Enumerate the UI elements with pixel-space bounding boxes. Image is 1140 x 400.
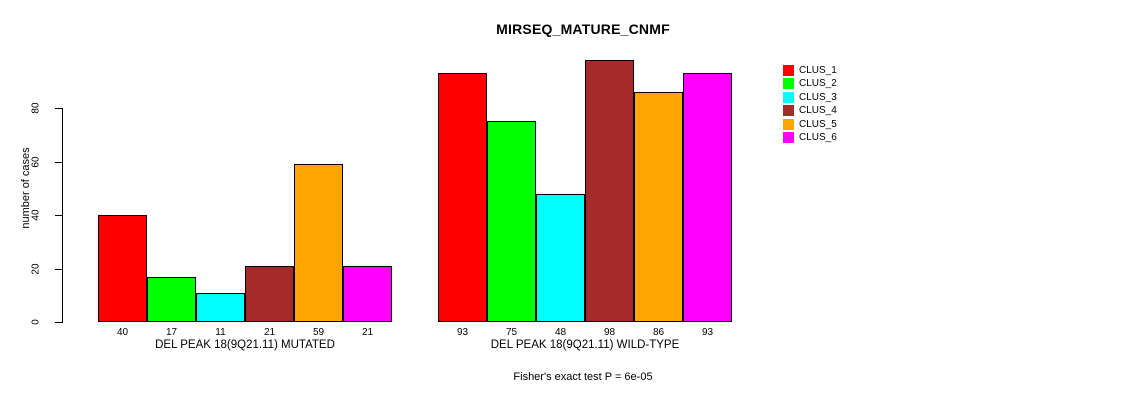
legend-swatch [783, 105, 794, 117]
bar-value-label: 86 [652, 327, 665, 338]
y-axis-tick-mark [55, 161, 62, 163]
legend-item-clus_2: CLUS_2 [783, 77, 837, 90]
bar-clus_3-group1 [196, 293, 245, 322]
bar-clus_5-group1 [294, 164, 343, 322]
legend-label: CLUS_2 [799, 78, 837, 90]
group-label-wild-type: DEL PEAK 18(9Q21.11) WILD-TYPE [490, 339, 680, 351]
y-axis-tick-mark [55, 108, 62, 109]
legend-swatch [783, 78, 794, 90]
group-label-mutated: DEL PEAK 18(9Q21.11) MUTATED [155, 339, 335, 351]
legend-item-clus_6: CLUS_6 [783, 131, 837, 144]
bar-value-label: 75 [505, 327, 518, 338]
y-axis-tick-mark [55, 215, 62, 216]
y-axis-tick-mark [55, 322, 62, 323]
bar-value-label: 21 [263, 327, 276, 338]
bar-value-label: 17 [165, 327, 178, 338]
legend-label: CLUS_5 [799, 118, 837, 130]
bar-clus_4-group2 [585, 60, 634, 322]
bar-clus_6-group1 [343, 266, 392, 322]
legend-swatch [783, 65, 794, 76]
footer-caption: Fisher's exact test P = 6e-05 [513, 371, 653, 383]
y-axis-tick-label: 80 [30, 102, 42, 114]
legend: CLUS_1 CLUS_2 CLUS_3 CLUS_4 CLUS_5 CLUS_6 [783, 64, 837, 144]
bar-clus_3-group2 [536, 194, 585, 322]
legend-label: CLUS_3 [799, 91, 837, 103]
y-axis-tick-mark [55, 268, 62, 270]
bar-value-label: 21 [361, 327, 374, 338]
bar-value-label: 98 [603, 327, 616, 338]
bar-clus_1-group2 [438, 73, 487, 322]
y-axis-line [62, 108, 63, 323]
legend-item-clus_3: CLUS_3 [783, 91, 837, 104]
legend-swatch [783, 91, 794, 103]
bar-value-label: 59 [312, 327, 325, 338]
bar-clus_1-group1 [98, 215, 147, 322]
bar-value-label: 48 [554, 327, 567, 338]
bar-value-label: 11 [215, 327, 226, 338]
legend-label: CLUS_1 [799, 65, 837, 76]
bar-clus_2-group2 [487, 121, 536, 322]
y-axis-tick-label: 0 [30, 319, 42, 325]
y-axis-tick-label: 60 [30, 155, 42, 168]
y-axis-tick-label: 20 [30, 262, 42, 275]
legend-item-clus_5: CLUS_5 [783, 118, 837, 131]
legend-item-clus_4: CLUS_4 [783, 104, 837, 117]
legend-item-clus_1: CLUS_1 [783, 64, 837, 77]
chart-title: MIRSEQ_MATURE_CNMF [496, 21, 670, 37]
legend-label: CLUS_6 [799, 131, 837, 143]
bar-value-label: 93 [456, 327, 469, 338]
bar-clus_5-group2 [634, 92, 683, 322]
bar-value-label: 40 [116, 327, 129, 338]
bar-value-label: 93 [701, 327, 714, 338]
bar-clus_2-group1 [147, 277, 196, 322]
legend-swatch [783, 118, 794, 130]
y-axis-tick-label: 40 [30, 209, 42, 221]
legend-swatch [783, 131, 794, 143]
legend-label: CLUS_4 [799, 105, 837, 117]
bar-clus_6-group2 [683, 73, 732, 322]
bar-clus_4-group1 [245, 266, 294, 322]
